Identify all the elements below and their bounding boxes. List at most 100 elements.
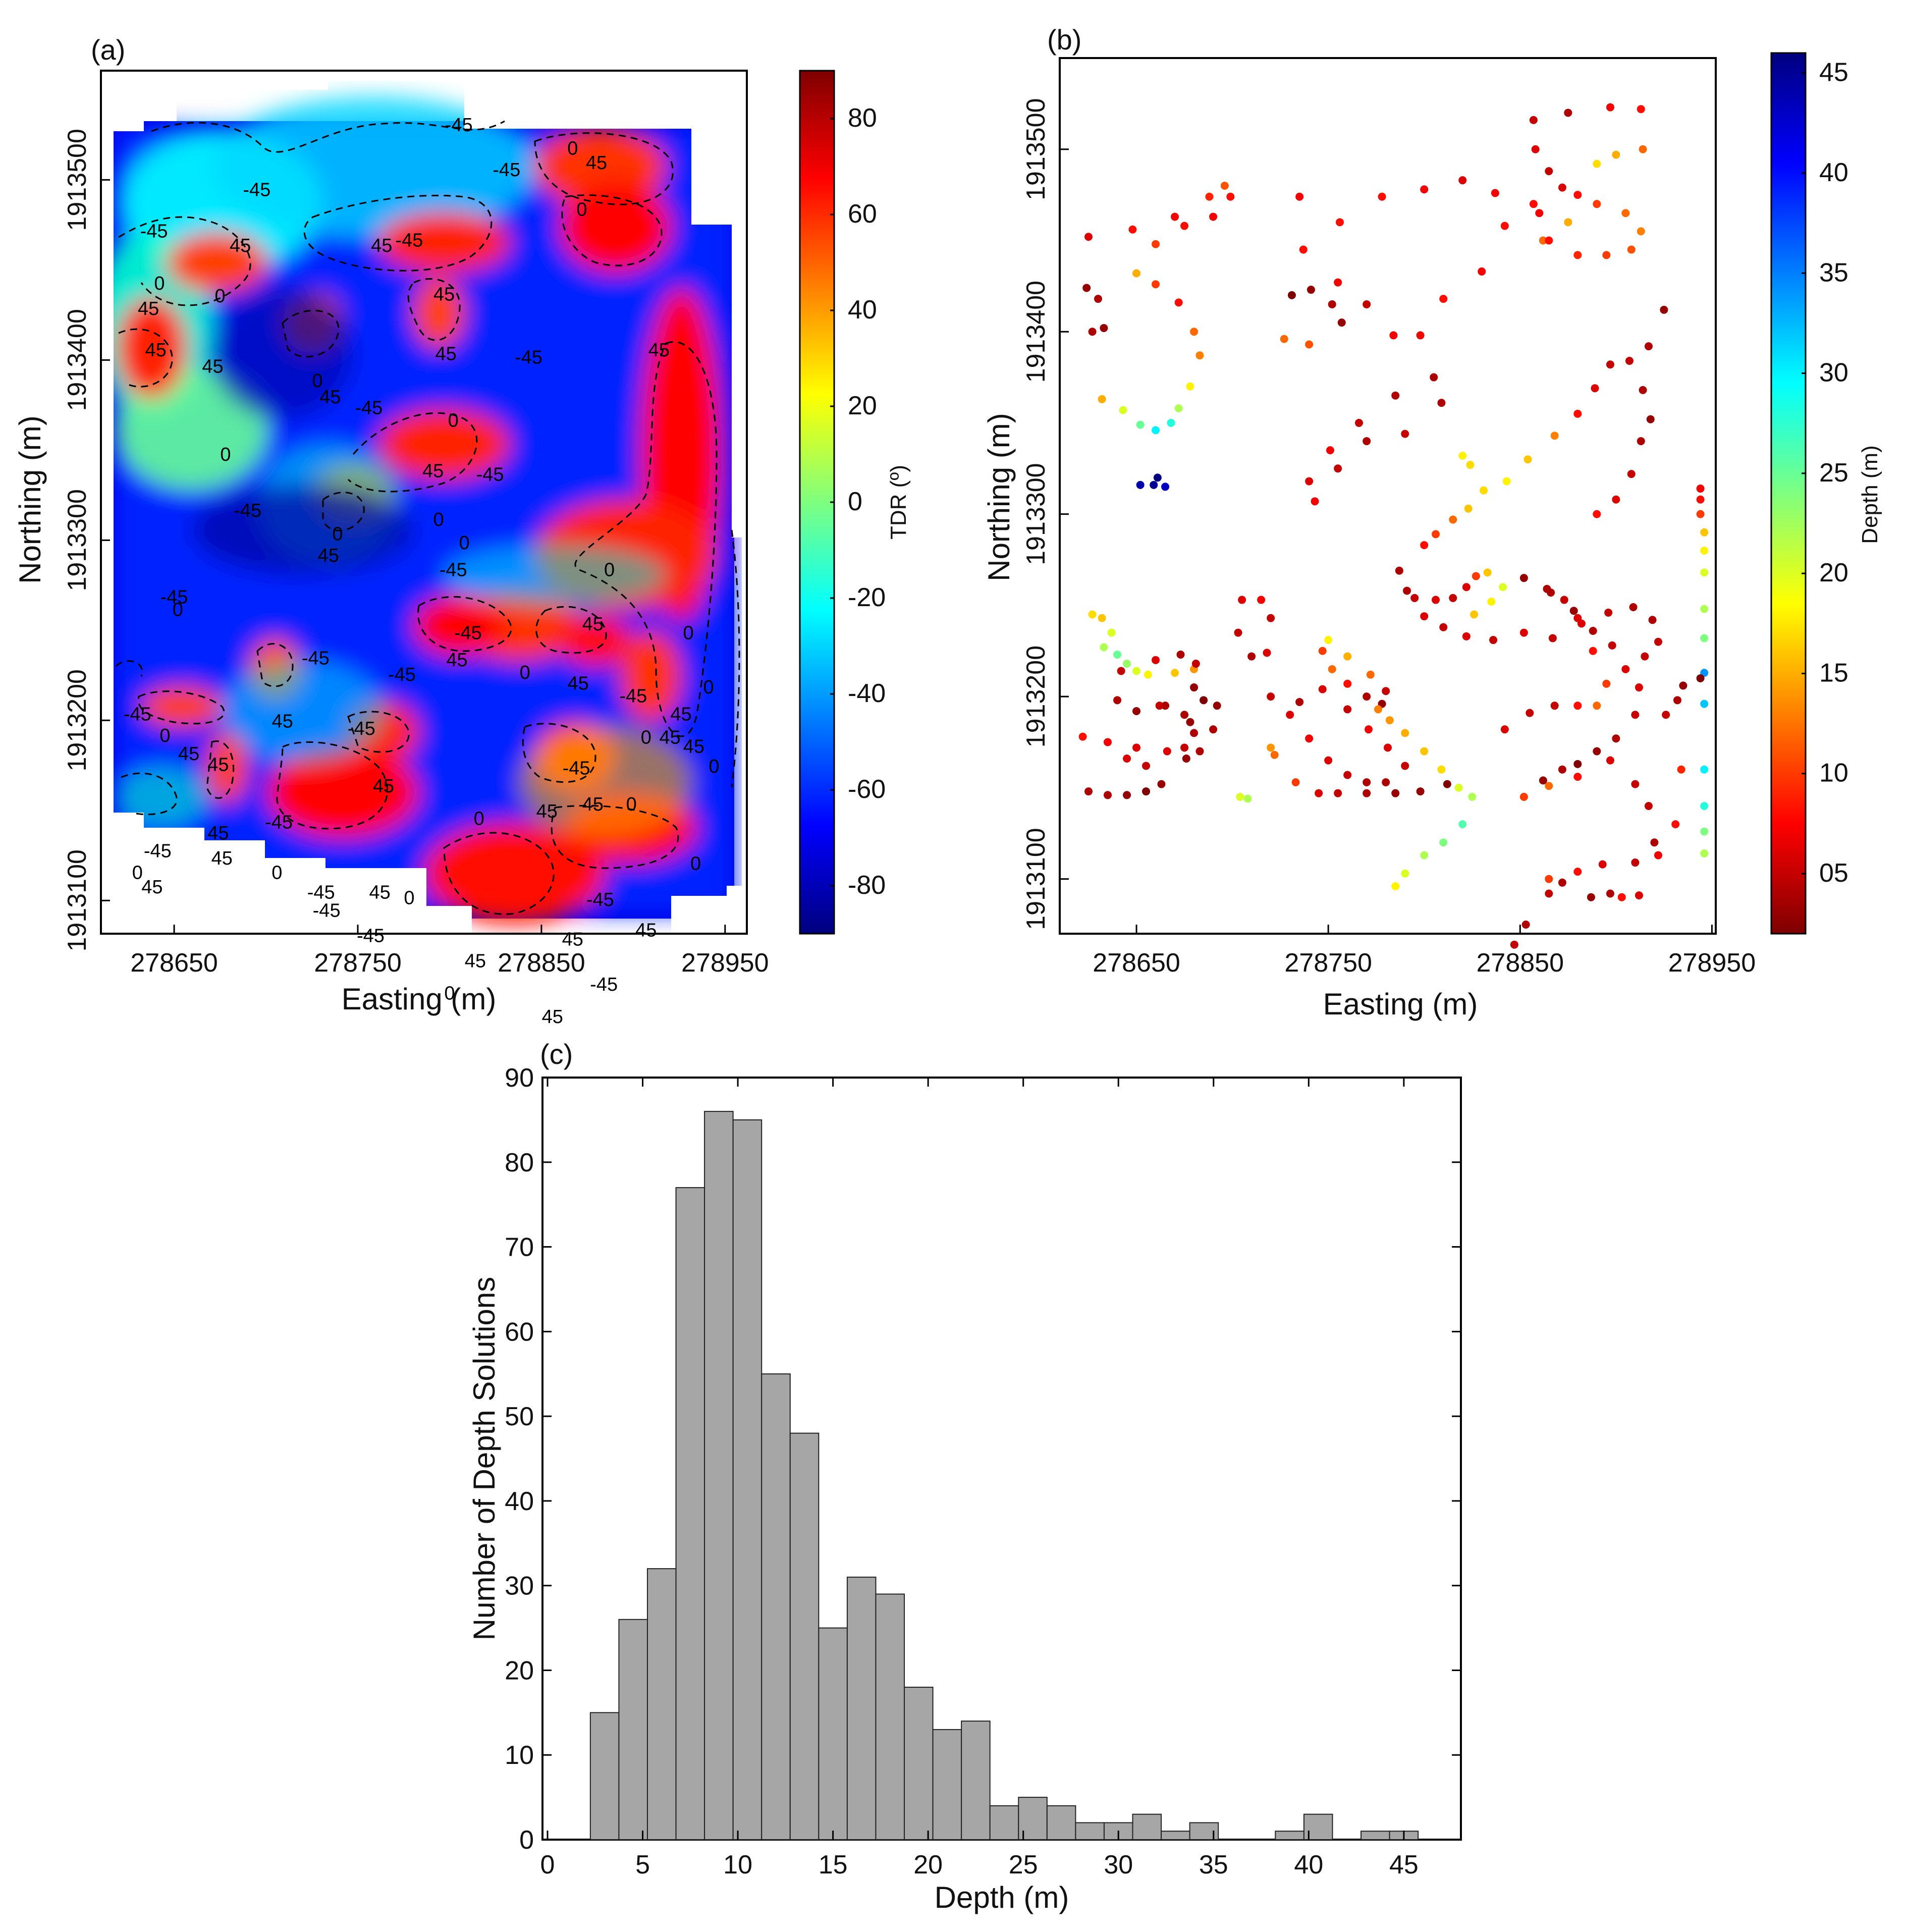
contour-label: 0 [214,286,225,307]
histogram-bar [904,1687,934,1840]
depth-solution-point [1180,743,1189,752]
depth-solution-point [1499,583,1507,592]
contour-label: 45 [568,673,589,694]
contour-label: -45 [243,179,270,200]
depth-solution-point [1088,328,1097,336]
depth-solution-point [1617,893,1626,901]
depth-solution-point [1163,747,1171,756]
depth-solution-point [1696,495,1705,504]
contour-label: 45 [670,704,691,725]
depth-solution-point [1094,295,1103,303]
contour-label: 45 [141,877,162,898]
contour-label: 0 [312,370,322,392]
depth-solution-point [1569,607,1578,615]
depth-solution-point [1558,183,1566,192]
depth-solution-point [1621,665,1630,673]
depth-solution-point [1132,743,1141,752]
depth-solution-point [1136,420,1145,429]
contour-label: -45 [144,841,172,862]
depth-solution-point [1226,192,1235,201]
depth-solution-point [1152,656,1160,664]
panel-c-x-tick-label: 40 [1294,1850,1323,1880]
depth-solution-point [1696,485,1705,493]
depth-solution-point [1403,586,1411,595]
depth-solution-point [1654,851,1662,860]
depth-solution-point [1287,291,1296,299]
depth-solution-point [1382,778,1390,786]
depth-solution-point [1673,696,1681,705]
histogram-bar [818,1627,848,1841]
depth-solution-point [1545,889,1553,898]
depth-solution-point [1500,222,1509,230]
contour-label: 45 [422,460,444,481]
panel-a-x-tick-label: 278950 [681,948,769,978]
panel-b-colorbar: 45 40 35 30 25 20 15 10 05 Depth (m) [1770,52,1882,935]
contour-label: 45 [683,736,704,758]
contour-label: 45 [582,794,604,815]
histogram-bar [961,1721,991,1840]
depth-solution-point [1589,647,1597,655]
depth-solution-point [1443,780,1451,788]
depth-solution-point [1677,765,1685,774]
contour-label: 45 [648,340,670,361]
contour-label: -45 [160,586,188,608]
depth-solution-point [1660,305,1668,314]
depth-solution-point [1523,455,1532,464]
histogram-bar [789,1432,820,1841]
depth-solution-point [1318,685,1327,693]
histogram-bar [675,1187,705,1840]
panel-a-colorbar: 80 60 40 20 0 -20 -40 -60 -80 TDR (º) [799,70,911,935]
depth-solution-point [1391,882,1400,891]
contour-label: 45 [446,650,467,671]
depth-solution-point [1627,470,1636,478]
depth-solution-point [1267,614,1275,622]
panel-c-y-tick-label: 50 [505,1402,534,1431]
depth-solution-point [1700,765,1709,774]
depth-solution-point [1662,711,1670,719]
depth-solution-point [1573,773,1582,781]
contour-label: 45 [635,920,657,941]
depth-solution-point [1564,218,1572,227]
depth-solution-point [1635,683,1643,692]
depth-solution-point [1082,284,1091,292]
contour-label: -45 [355,397,383,418]
depth-solution-point [1132,269,1141,278]
panel-c-y-tick-label: 80 [505,1148,534,1177]
depth-solution-point [1123,660,1131,668]
depth-solution-point [1161,482,1170,491]
contour-label: -45 [445,115,473,136]
contour-label: 0 [154,273,165,294]
depth-solution-point [1637,227,1645,236]
depth-solution-point [1364,725,1373,734]
depth-solution-point [1439,623,1448,631]
contour-label: 0 [474,808,484,829]
contour-label: 0 [459,532,469,554]
contour-label: 0 [444,983,455,1004]
depth-solution-point [1420,541,1429,550]
depth-solution-point [1150,480,1158,489]
depth-solution-point [1113,696,1122,705]
histogram-bar [761,1373,791,1840]
depth-solution-point [1176,650,1185,659]
depth-solution-point [1478,267,1486,276]
depth-solution-point [1521,920,1530,929]
tdr-colorbar-tick-label: -80 [848,871,886,900]
depth-solution-point [1374,705,1382,714]
depth-solution-point [1270,750,1279,759]
depth-solution-point [1420,747,1429,756]
depth-solution-point [1604,608,1613,617]
depth-solution-point [1318,647,1327,655]
contour-label: 45 [369,882,391,903]
depth-solution-point [1132,707,1141,716]
depth-solution-point [1591,384,1599,393]
depth-solution-point [1573,760,1582,768]
contour-label: 45 [319,387,341,408]
contour-label: 45 [373,776,394,797]
depth-solution-point [1098,395,1106,403]
panel-b-y-tick-label: 1913200 [1021,646,1051,747]
depth-solution-point [1401,762,1409,770]
panel-b-y-tick-label: 1913300 [1021,463,1051,565]
depth-solution-point [1500,725,1509,734]
panel-c-x-tick-label: 20 [913,1850,943,1880]
